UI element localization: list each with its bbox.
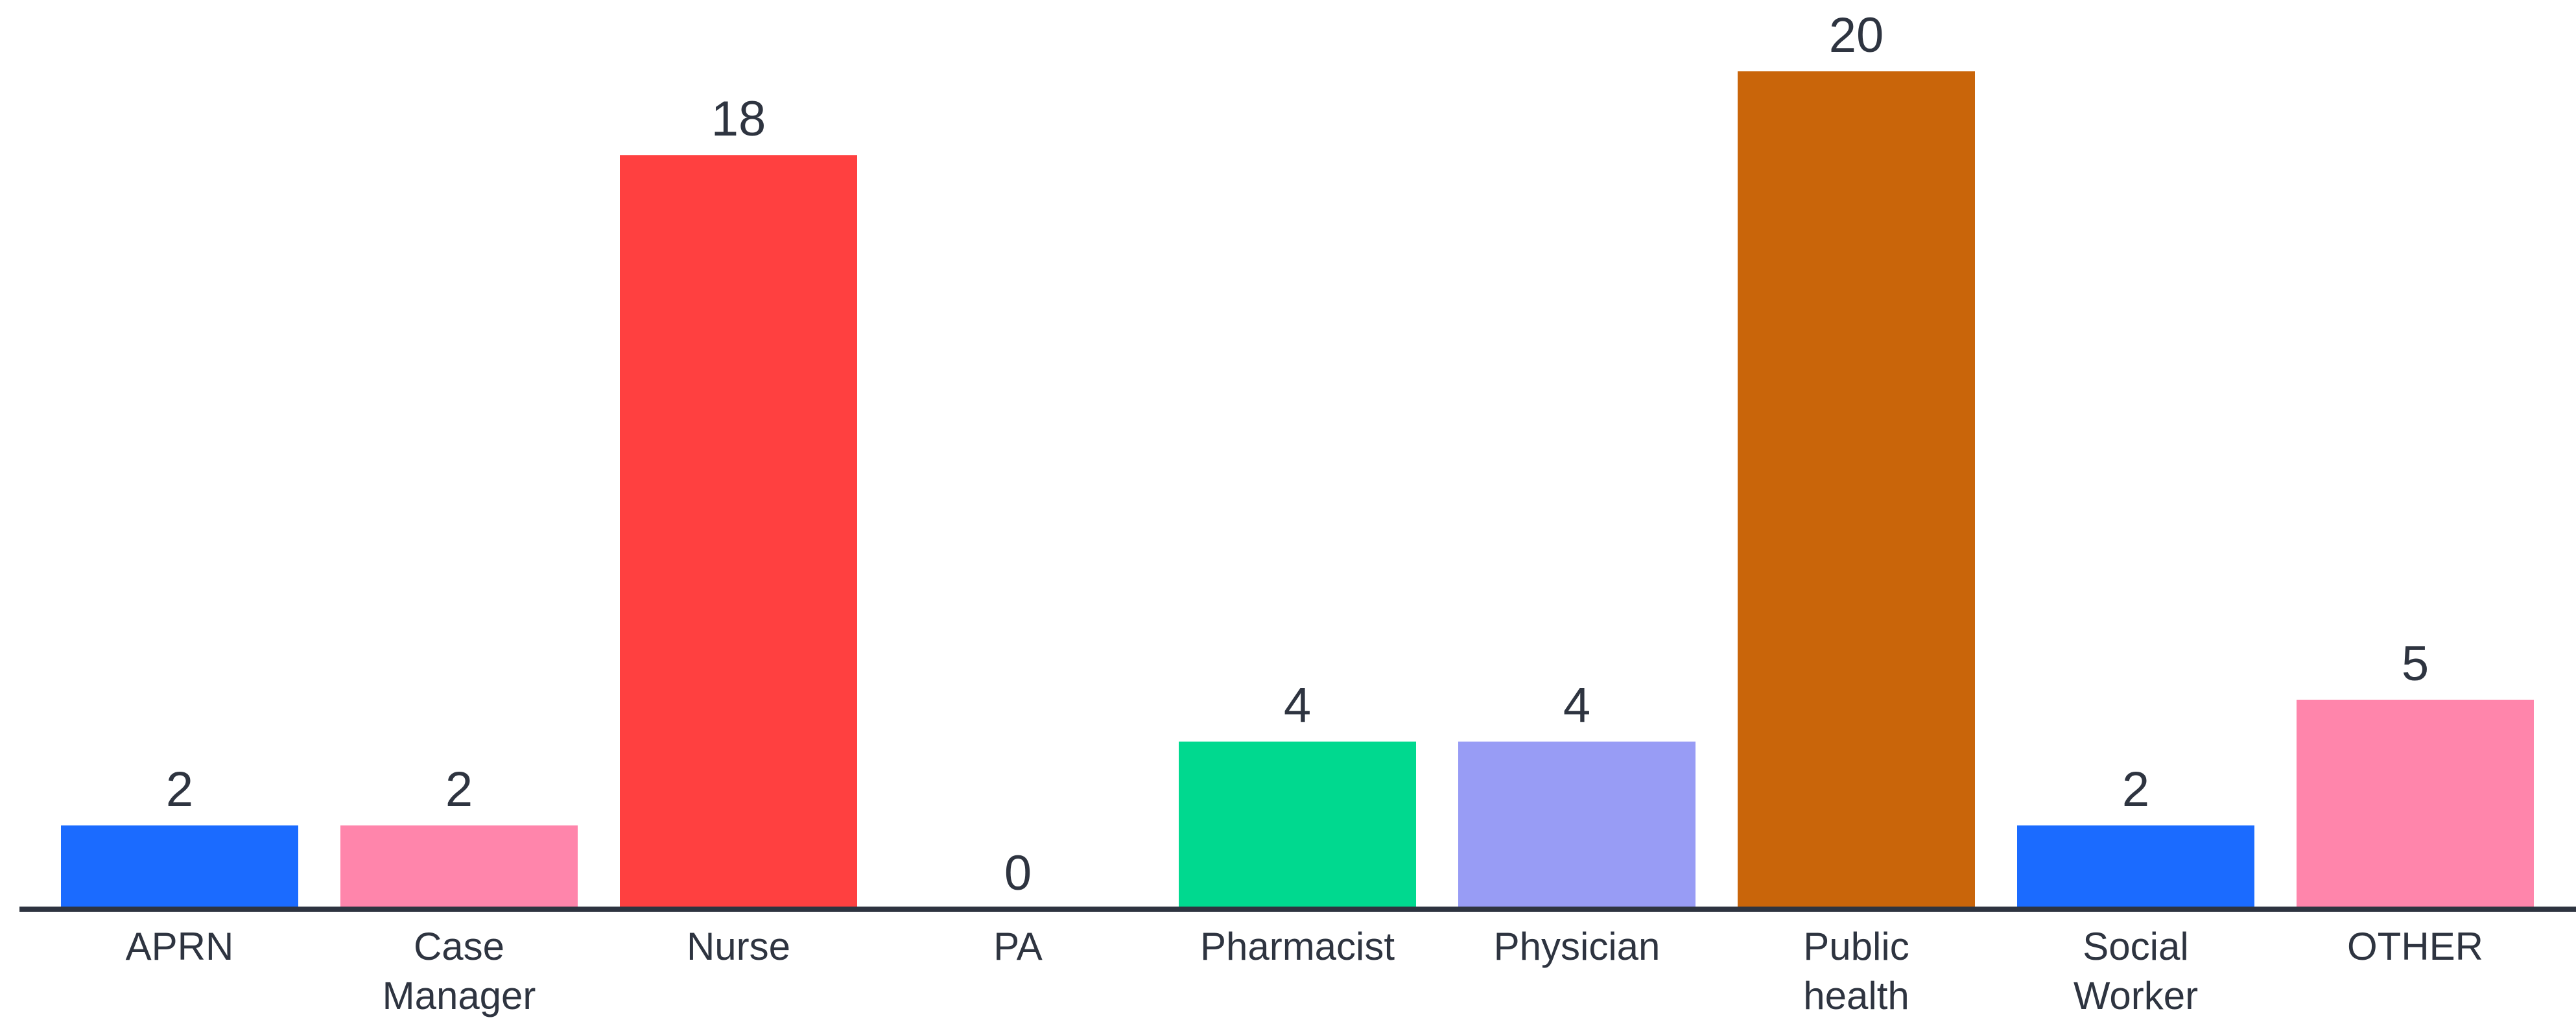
category-label-line: Public <box>1803 925 1909 968</box>
bar-aprn <box>61 825 298 909</box>
bars-group <box>61 71 2534 910</box>
category-label-line: Case <box>414 925 504 968</box>
category-label-line: Worker <box>2074 974 2198 1017</box>
category-label-pharmacist: Pharmacist <box>1200 925 1395 968</box>
category-label-line: Nurse <box>687 925 790 968</box>
category-label-other: OTHER <box>2347 925 2483 968</box>
value-label-case-manager: 2 <box>445 762 473 817</box>
category-label-case-manager: Case Manager <box>383 925 536 1017</box>
category-label-physician: Physician <box>1494 925 1660 968</box>
category-label-line: Physician <box>1494 925 1660 968</box>
category-label-aprn: APRN <box>126 925 234 968</box>
bar-case-manager <box>340 825 578 909</box>
category-label-social-worker: Social Worker <box>2074 925 2198 1017</box>
value-label-social-worker: 2 <box>2122 762 2149 817</box>
category-label-line: Social <box>2083 925 2188 968</box>
bar-physician <box>1458 741 1696 909</box>
value-label-nurse: 18 <box>711 91 766 147</box>
value-label-other: 5 <box>2402 636 2429 691</box>
category-label-line: health <box>1803 974 1909 1017</box>
category-label-line: Manager <box>383 974 536 1017</box>
category-label-public-health: Public health <box>1803 925 1909 1017</box>
value-label-public-health: 20 <box>1829 8 1884 63</box>
value-labels-group: 2 2 18 0 4 4 20 2 5 <box>166 8 2429 901</box>
category-label-line: PA <box>993 925 1043 968</box>
bar-nurse <box>620 155 857 910</box>
bar-public-health <box>1738 71 1975 909</box>
value-label-physician: 4 <box>1563 678 1590 733</box>
value-label-aprn: 2 <box>166 762 193 817</box>
category-label-pa: PA <box>993 925 1043 968</box>
category-label-nurse: Nurse <box>687 925 790 968</box>
category-label-line: OTHER <box>2347 925 2483 968</box>
value-label-pa: 0 <box>1004 846 1032 901</box>
category-label-line: APRN <box>126 925 234 968</box>
category-label-line: Pharmacist <box>1200 925 1395 968</box>
value-label-pharmacist: 4 <box>1284 678 1311 733</box>
bar-social-worker <box>2017 825 2254 909</box>
bar-other <box>2297 700 2534 909</box>
category-labels-group: APRN Case Manager Nurse PA Pharmacist Physicia… <box>126 925 2483 1017</box>
bar-pharmacist <box>1179 741 1416 909</box>
